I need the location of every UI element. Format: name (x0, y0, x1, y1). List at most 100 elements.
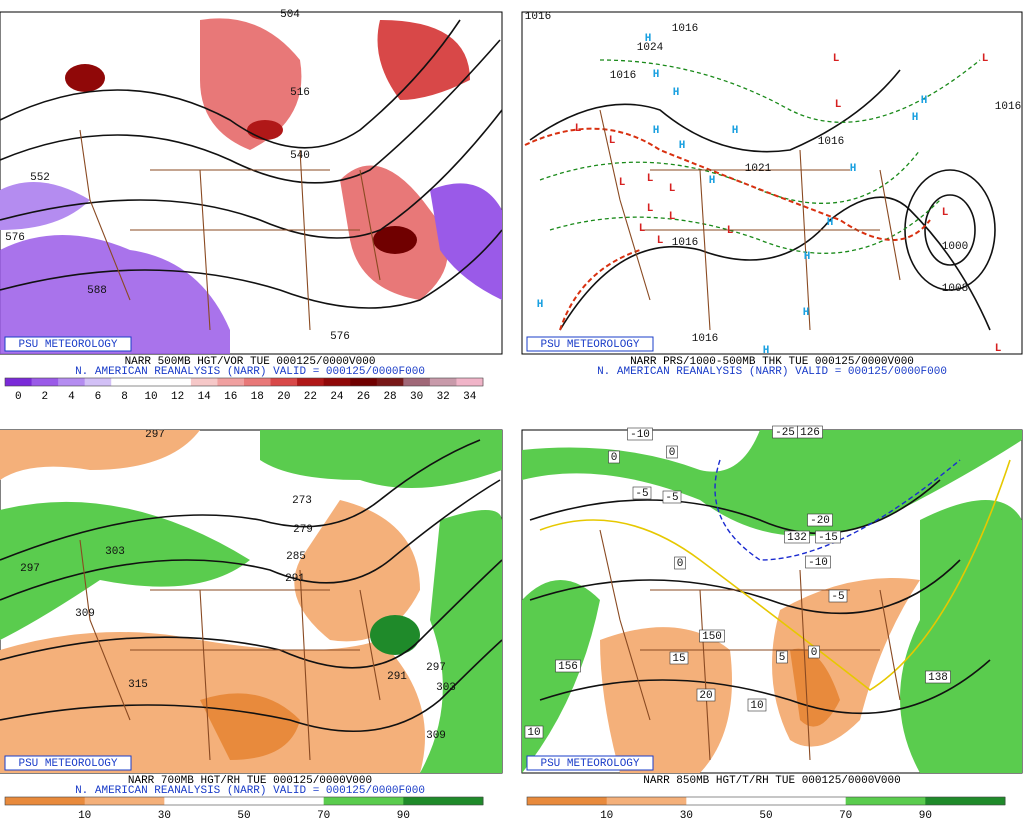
colorbar-label: 10 (600, 810, 613, 819)
contour-label: 1016 (610, 70, 636, 82)
contour-label: 1016 (818, 136, 844, 148)
contour-label: 5 (779, 652, 786, 664)
label-box (828, 589, 848, 603)
colorbar-swatch (58, 378, 86, 386)
colorbar-label: 28 (383, 391, 396, 403)
contour-label: 540 (290, 150, 310, 162)
title: NARR 700MB HGT/RH TUE 000125/0000V000 (128, 775, 372, 787)
colorbar-swatch (244, 378, 272, 386)
colorbar-swatch (190, 378, 218, 386)
credit-box (526, 336, 654, 352)
colorbar-label: 34 (463, 391, 477, 403)
colorbar-label: 70 (839, 810, 852, 819)
label-box (807, 513, 833, 527)
contour-label: 297 (426, 662, 446, 674)
contour-label: 1016 (995, 101, 1021, 113)
colorbar-label: 20 (277, 391, 290, 403)
high-center: H (645, 33, 652, 45)
label-box (696, 688, 716, 702)
colorbar-swatch (925, 797, 1006, 805)
colorbar-label: 16 (224, 391, 237, 403)
colorbar-label: 2 (42, 391, 49, 403)
high-center: H (912, 112, 919, 124)
map-500mb (0, 11, 503, 355)
colorbar-swatch (456, 378, 484, 386)
contour-label: 291 (285, 573, 305, 585)
colorbar-swatch (376, 378, 404, 386)
colorbar-swatch (84, 797, 165, 805)
contour-label: 1016 (672, 237, 698, 249)
low-center: L (727, 225, 734, 237)
high-center: H (804, 251, 811, 263)
contour-label: 1021 (745, 163, 772, 175)
colorbar-label: 10 (78, 810, 91, 819)
low-center: L (609, 135, 616, 147)
high-center: H (827, 217, 834, 229)
colorbar-swatch (5, 378, 33, 386)
colorbar-label: 8 (121, 391, 128, 403)
contour-label: 1016 (692, 333, 718, 345)
contour-label: 1016 (672, 23, 698, 35)
label-box (797, 425, 823, 439)
colorbar-frame (526, 796, 1006, 806)
colorbar-swatch (403, 797, 484, 805)
label-box (815, 530, 841, 544)
contour-label: 576 (5, 232, 25, 244)
colorbar-label: 50 (759, 810, 772, 819)
colorbar-swatch (766, 797, 847, 805)
contour-label: -15 (818, 532, 838, 544)
colorbar-label: 14 (198, 391, 212, 403)
contour-label: 279 (293, 524, 313, 536)
contour-label: 309 (75, 608, 95, 620)
high-center: H (732, 125, 739, 137)
colorbar-label: 50 (237, 810, 250, 819)
contour-label: 156 (558, 661, 578, 673)
contour-label: -5 (831, 591, 844, 603)
low-center: L (647, 173, 654, 185)
low-center: L (669, 211, 676, 223)
low-center: L (835, 99, 842, 111)
colorbar-label: 6 (95, 391, 102, 403)
colorbar-swatch (244, 797, 325, 805)
contour-label: 10 (527, 727, 540, 739)
map-sfc-pressure (521, 11, 1023, 355)
label-box (666, 445, 678, 459)
colorbar-swatch (686, 797, 767, 805)
colorbar-swatch (297, 378, 325, 386)
low-center: L (657, 235, 664, 247)
contour-label: 1000 (942, 241, 968, 253)
label-box (699, 629, 725, 643)
credit: PSU METEOROLOGY (540, 758, 639, 770)
label-box (925, 670, 951, 684)
contour-label: 285 (286, 551, 306, 563)
contour-label: 516 (290, 87, 310, 99)
contour-label: -10 (808, 557, 828, 569)
colorbar-swatch (217, 378, 245, 386)
colorbar-swatch (164, 378, 192, 386)
credit: PSU METEOROLOGY (18, 339, 117, 351)
contour-label: -20 (810, 515, 830, 527)
colorbar-label: 90 (919, 810, 932, 819)
high-center: H (653, 69, 660, 81)
title: NARR PRS/1000-500MB THK TUE 000125/0000V… (630, 356, 914, 368)
high-center: H (673, 87, 680, 99)
contour-label: 15 (672, 653, 685, 665)
label-box (555, 659, 581, 673)
contour-label: 552 (30, 172, 50, 184)
high-center: H (763, 345, 770, 357)
contour-label: -5 (635, 488, 648, 500)
label-box (669, 651, 689, 665)
colorbar-label: 30 (680, 810, 693, 819)
colorbar-label: 90 (397, 810, 410, 819)
contour-label: 297 (20, 563, 40, 575)
contour-label: 309 (426, 730, 446, 742)
colorbar-label: 30 (410, 391, 423, 403)
contour-label: 504 (280, 9, 300, 21)
low-center: L (619, 177, 626, 189)
contour-label: -10 (630, 429, 650, 441)
colorbar-label: 0 (15, 391, 22, 403)
label-box (747, 698, 767, 712)
contour-label: 0 (811, 647, 818, 659)
high-center: H (653, 125, 660, 137)
